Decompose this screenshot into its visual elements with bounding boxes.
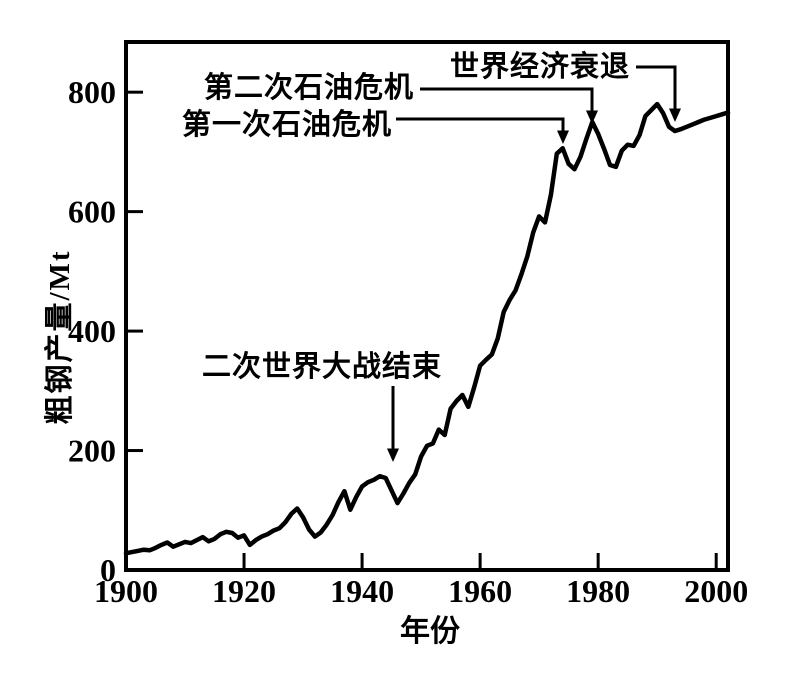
x-tick-label: 1940 xyxy=(330,573,394,609)
annotation-ww2-end: 二次世界大战结束 xyxy=(202,351,443,383)
world-recession-callout-arrow xyxy=(636,65,681,122)
x-axis-title: 年份 xyxy=(400,615,460,648)
x-tick-label: 1960 xyxy=(448,573,512,609)
y-tick-label: 0 xyxy=(100,552,116,588)
plot-border xyxy=(124,40,730,572)
x-tick-label: 2000 xyxy=(684,573,748,609)
x-tick-label: 1900 xyxy=(94,573,158,609)
y-axis-title: 粗钢产量/Mt xyxy=(44,249,76,425)
y-tick-label: 400 xyxy=(68,313,116,349)
second-oil-crisis-callout-arrow xyxy=(420,87,598,124)
first-oil-crisis-callout-arrow xyxy=(396,117,569,144)
x-tick-label: 1920 xyxy=(212,573,276,609)
y-tick-label: 800 xyxy=(68,74,116,110)
x-tick-label: 1980 xyxy=(566,573,630,609)
annotation-second-oil-crisis: 第二次石油危机 xyxy=(204,72,415,104)
annotation-world-recession: 世界经济衰退 xyxy=(450,51,631,83)
annotation-first-oil-crisis: 第一次石油危机 xyxy=(182,109,393,141)
y-tick-label: 200 xyxy=(68,433,116,469)
y-tick-label: 600 xyxy=(68,194,116,230)
steel-production-curve xyxy=(123,101,731,556)
